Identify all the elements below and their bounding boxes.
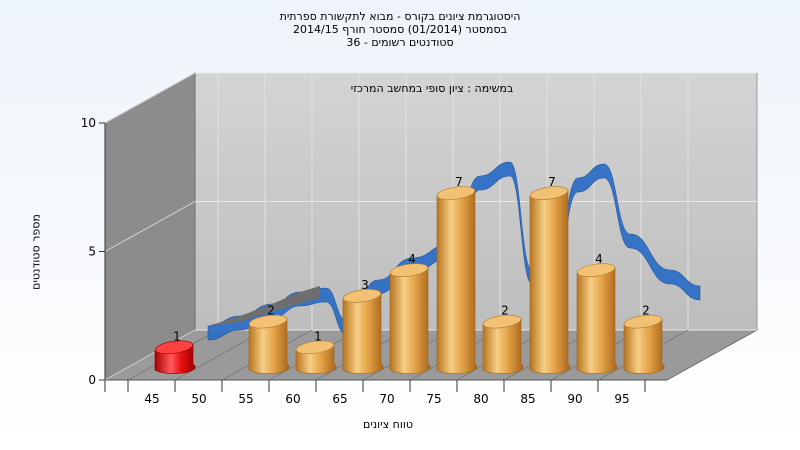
bar: [623, 318, 665, 374]
x-tick-label: 45: [144, 392, 159, 406]
bar-top: [436, 186, 476, 200]
bar-value-label: 4: [408, 252, 416, 266]
bar-top: [576, 263, 616, 278]
y-tick-label: 5: [88, 245, 96, 259]
bar: [576, 266, 618, 374]
bar-value-label: 2: [501, 304, 509, 318]
bar-top: [342, 289, 382, 303]
x-tick-label: 80: [473, 392, 488, 406]
chart-title-line-2: בסמסטר (01/2014) סמסטר חורף 2014/15: [293, 23, 507, 36]
y-gridline-wall: [104, 201, 196, 252]
bar-top: [623, 314, 663, 329]
trend-curve-start: [208, 286, 320, 326]
bar-top: [529, 186, 569, 200]
x-tick-label: 60: [285, 392, 300, 406]
chart-title: היסטוגרמת ציונים בקורס - מבוא לתקשורת ספ…: [0, 10, 800, 49]
bar-top: [295, 340, 335, 355]
bar: [342, 292, 384, 374]
bar-top: [389, 263, 429, 278]
bar-value-label: 2: [267, 304, 275, 318]
x-tick-label: 85: [520, 392, 535, 406]
bar-value-label: 3: [361, 278, 369, 292]
bar: [248, 318, 290, 374]
y-axis-label: מספר סטודנטים: [29, 214, 43, 290]
bar-top: [482, 314, 522, 329]
x-tick-label: 75: [426, 392, 441, 406]
bar-value-label: 7: [455, 175, 463, 189]
bar-value-label: 7: [548, 175, 556, 189]
y-tick-label: 10: [81, 116, 96, 130]
x-tick-label: 90: [567, 392, 582, 406]
bar-value-label: 2: [642, 304, 650, 318]
bar: [529, 189, 571, 374]
bar-highlight-top: [154, 340, 194, 355]
x-tick-label: 55: [238, 392, 253, 406]
chart-subtitle: במשימה : ציון סופי במחשב המרכזי: [350, 82, 514, 95]
x-tick-label: 65: [332, 392, 347, 406]
x-tick-label: 95: [614, 392, 629, 406]
chart-title-line-3: סטודנטים רשומים - 36: [346, 36, 454, 49]
bar-value-label: 4: [595, 252, 603, 266]
bar: [389, 266, 431, 374]
bar-value-label: 1: [314, 329, 322, 343]
x-tick-label: 50: [191, 392, 206, 406]
y-tick-label: 0: [88, 373, 96, 387]
chart-title-line-1: היסטוגרמת ציונים בקורס - מבוא לתקשורת ספ…: [279, 10, 521, 23]
bar: [482, 318, 524, 374]
x-axis-label: טווח ציונים: [363, 418, 413, 431]
bar: [436, 189, 478, 374]
y-gridline-wall: [104, 72, 196, 124]
y-gridline-wall: [104, 329, 196, 381]
bar-top: [248, 314, 288, 329]
x-tick-label: 70: [379, 392, 394, 406]
bar-value-label: 1: [173, 329, 181, 343]
